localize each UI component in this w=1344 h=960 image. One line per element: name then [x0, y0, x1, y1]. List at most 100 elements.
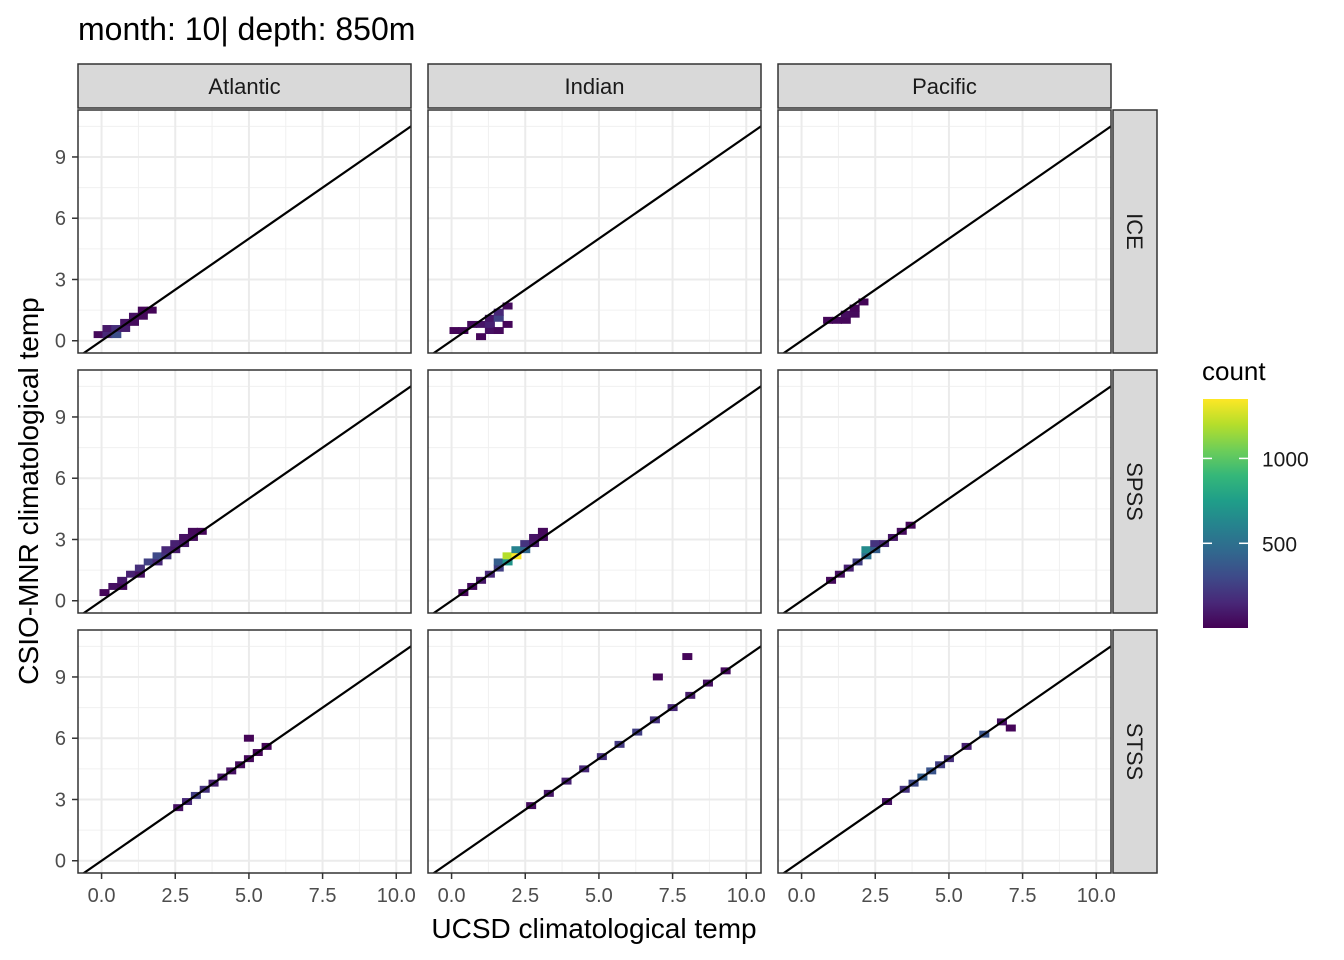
- heatmap-bin: [1005, 724, 1016, 732]
- strip-ice: ICE: [1112, 109, 1158, 354]
- x-tick-label: 7.5: [309, 885, 337, 907]
- panel-border: [427, 369, 762, 614]
- x-tick-label: 7.5: [659, 885, 687, 907]
- panel-indian-spss: [427, 369, 762, 614]
- heatmap-bin: [120, 325, 131, 332]
- heatmap-bin: [99, 589, 110, 597]
- panel-pacific-spss: [777, 369, 1112, 614]
- y-axis-label: CSIO-MNR climatological temp: [13, 297, 44, 684]
- heatmap-bin: [831, 316, 842, 324]
- heatmap-bin: [93, 331, 104, 339]
- panel-pacific-ice: [777, 109, 1112, 354]
- strip-background: [1112, 109, 1158, 354]
- x-tick-label: 2.5: [861, 885, 889, 907]
- y-tick-label: 9: [55, 667, 66, 689]
- y-axes-layer: 0 3 6 9 0 3 6 9 0 3 6 9: [55, 147, 78, 873]
- heatmap-bin: [170, 540, 181, 548]
- y-tick-label: 9: [55, 147, 66, 169]
- heatmap-bin: [484, 320, 495, 328]
- heatmap-bin: [493, 558, 504, 566]
- heatmap-bin: [870, 540, 881, 548]
- heatmap-bin: [128, 312, 140, 320]
- panel-pacific-stss: [777, 629, 1112, 874]
- heatmap-bin: [682, 653, 693, 661]
- heatmap-bin: [493, 327, 504, 335]
- x-axes-layer: 0.0 2.5 5.0 7.5 10.0 0.0 2.5 5.0 7.5 10.0 0.0 2.5 5.…: [88, 873, 1116, 907]
- heatmap-bin: [243, 734, 254, 742]
- reference-line: [81, 645, 411, 873]
- heatmap-bin: [849, 304, 860, 312]
- heatmap-bin: [449, 327, 460, 335]
- y-tick-label: 0: [55, 591, 66, 613]
- x-tick-label: 7.5: [1009, 885, 1037, 907]
- reference-line: [431, 645, 761, 873]
- heatmap-bin: [823, 316, 834, 324]
- chart-title: month: 10| depth: 850m: [78, 11, 415, 47]
- heatmap-bin: [143, 558, 154, 566]
- heatmap-bin: [108, 582, 119, 590]
- x-tick-label: 10.0: [727, 885, 766, 907]
- heatmap-bin: [493, 308, 504, 316]
- strip-atlantic: Atlantic: [77, 63, 412, 109]
- x-tick-label: 0.0: [788, 885, 816, 907]
- strip-label: Atlantic: [208, 74, 280, 99]
- strip-spss: SPSS: [1112, 369, 1158, 614]
- y-tick-label: 9: [55, 407, 66, 429]
- heatmap-bin: [476, 333, 487, 341]
- panel-background: [78, 630, 411, 873]
- x-tick-label: 5.0: [585, 885, 613, 907]
- heatmap-bin: [484, 314, 495, 322]
- panel-indian-stss: [427, 629, 762, 874]
- strip-label: SPSS: [1122, 462, 1147, 521]
- strip-label: ICE: [1122, 213, 1147, 250]
- heatmap-bin: [502, 320, 513, 328]
- heatmap-bin: [102, 325, 113, 332]
- strips-layer: Atlantic Indian Pacific ICE SPSS STSS: [77, 63, 1158, 874]
- reference-line: [781, 125, 1111, 353]
- legend-tick-label: 1000: [1262, 448, 1309, 471]
- heatmap-bin: [458, 327, 469, 335]
- heatmap-bin: [476, 320, 487, 328]
- legend-tick-label: 500: [1262, 533, 1297, 556]
- panel-background: [778, 370, 1111, 613]
- strip-background: [77, 63, 412, 109]
- panel-atlantic-spss: [77, 369, 412, 614]
- reference-line: [781, 645, 1111, 873]
- heatmap-bin: [137, 312, 148, 320]
- reference-line: [431, 385, 761, 613]
- y-tick-label: 3: [55, 269, 66, 291]
- heatmap-bin: [511, 546, 522, 554]
- heatmap-bin: [493, 314, 504, 322]
- strip-pacific: Pacific: [777, 63, 1112, 109]
- strip-background: [1112, 369, 1158, 614]
- panel-atlantic-ice: [77, 109, 412, 354]
- reference-line: [781, 385, 1111, 613]
- panel-background: [428, 110, 761, 353]
- strip-background: [1112, 629, 1158, 874]
- y-tick-label: 3: [55, 529, 66, 551]
- heatmap-bin: [840, 310, 851, 318]
- panel-background: [78, 110, 411, 353]
- heatmap-bin: [111, 331, 122, 339]
- panel-background: [428, 630, 761, 873]
- strip-indian: Indian: [427, 63, 762, 109]
- panel-atlantic-stss: [77, 629, 412, 874]
- x-axis-label: UCSD climatological temp: [431, 913, 756, 944]
- panel-border: [77, 109, 412, 354]
- heatmap-bin: [840, 316, 851, 324]
- panel-border: [777, 109, 1112, 354]
- heatmap-bin: [849, 310, 860, 318]
- reference-line: [81, 125, 411, 353]
- heatmap-bin: [529, 533, 540, 541]
- x-tick-label: 0.0: [438, 885, 466, 907]
- strip-background: [427, 63, 762, 109]
- panel-background: [778, 630, 1111, 873]
- heatmap-bin: [858, 298, 869, 306]
- heatmap-bin: [102, 331, 113, 339]
- panel-background: [428, 370, 761, 613]
- x-tick-label: 10.0: [377, 885, 416, 907]
- heatmap-bin: [502, 552, 513, 560]
- heatmap-bin: [187, 527, 198, 535]
- x-tick-label: 10.0: [1077, 885, 1116, 907]
